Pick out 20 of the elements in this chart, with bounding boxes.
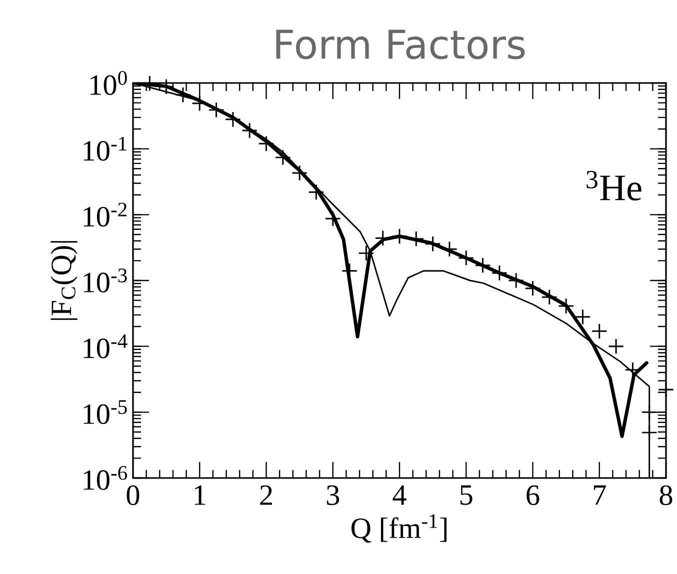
y-tick-label: 10$^{-3}$	[84, 268, 127, 292]
x-tick-label: 2	[260, 485, 272, 505]
y-tick-label: 10$^{-2}$	[84, 202, 126, 227]
x-tick-label: 5	[460, 485, 472, 505]
x-axis-title: Q [fm$^{-1}$]	[352, 514, 447, 543]
x-tick-label: 4	[392, 485, 406, 505]
y-axis-title: |F$_{C}$(Q)|	[50, 241, 78, 320]
y-tick-label: 10$^{-1}$	[84, 136, 126, 161]
x-tick-label: 7	[594, 485, 606, 505]
y-tick-label: 10$^{-4}$	[84, 334, 128, 358]
x-tick-label: 6	[526, 485, 540, 506]
x-tick-label: 8	[660, 485, 672, 506]
y-tick-label: 10$^{0}$	[90, 71, 127, 95]
y-tick-label: 10$^{-6}$	[84, 466, 128, 490]
chart-title: Form Factors	[276, 30, 525, 60]
y-tick-label: 10$^{-5}$	[84, 400, 127, 424]
x-tick-label: 0	[126, 485, 140, 506]
annotation: $^{3}$He	[586, 170, 642, 201]
x-tick-label: 3	[326, 485, 340, 506]
x-tick-label: 1	[194, 485, 206, 505]
